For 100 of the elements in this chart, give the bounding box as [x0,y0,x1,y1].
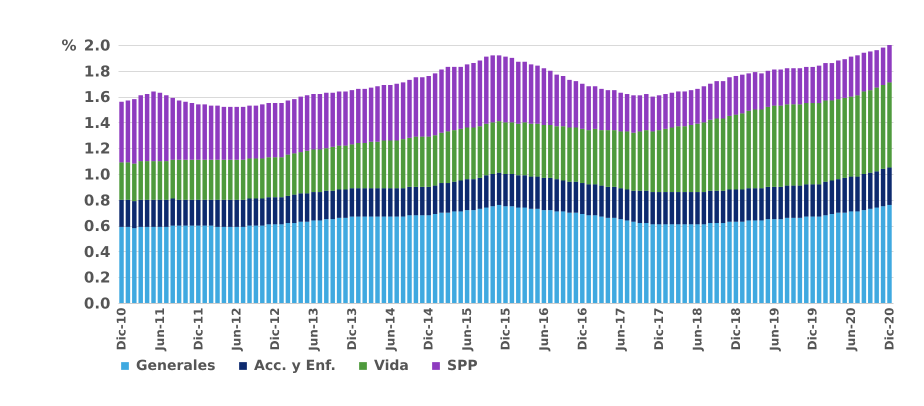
bar [464,128,470,180]
bar [298,152,303,194]
bar [734,76,738,115]
bar [624,131,630,190]
bar [766,70,770,107]
bar [176,100,182,160]
bar [452,130,457,182]
bar [240,106,246,160]
y-tick-label: 1.2 [84,140,110,158]
bar [554,126,559,180]
bar [478,126,482,178]
bar [298,222,303,303]
bar [400,216,406,303]
bar [138,161,143,200]
bar [522,175,527,208]
bar [670,92,674,128]
bar [144,200,150,227]
bar [574,182,578,213]
bar [656,192,662,224]
bar [382,216,386,303]
bar [272,224,278,303]
bar [862,52,866,92]
bar [734,114,738,190]
bar [343,146,348,190]
bar [458,211,463,303]
x-tick-label: Jun-15 [460,308,474,352]
bar [766,186,770,220]
bar [740,74,745,114]
x-tick-label: Dic-12 [268,308,282,350]
bar [510,174,514,206]
bar [452,66,457,130]
bar [439,132,444,184]
bar [208,200,214,226]
bar [266,224,271,303]
bar [368,216,374,303]
bar [746,73,751,111]
bar [388,84,393,140]
bar [362,88,367,144]
bar [330,219,335,303]
bar [670,128,674,192]
bar [324,190,329,220]
bar [874,88,879,172]
bar [400,82,406,140]
bar [542,178,546,210]
bar [138,226,143,303]
bar [426,136,431,187]
bar [228,160,233,200]
bar [324,148,329,191]
bar [624,189,630,220]
bar [548,178,553,210]
bar [586,130,591,184]
bar [522,208,527,303]
bar [234,226,239,303]
bar [612,186,617,218]
bar [656,224,662,303]
bar [196,226,201,303]
bar [446,131,450,184]
bar [592,215,598,303]
x-tick-label: Dic-17 [652,308,666,350]
bar [528,176,534,209]
bar [638,95,642,132]
bar [560,211,566,303]
bar [356,143,361,188]
bar [164,161,169,200]
bar [688,224,694,303]
bar [682,192,687,224]
y-tick-label: 1.6 [84,88,110,106]
bar [304,150,310,194]
bar [560,126,566,180]
bar [202,160,207,200]
bar [574,212,578,303]
bar [196,104,201,160]
y-tick-label: 1.0 [84,166,110,184]
bar [810,184,815,217]
bar [650,96,655,132]
bar [874,171,879,208]
bar [176,200,182,226]
bar [356,188,361,217]
bar [304,193,310,222]
bar [702,224,706,303]
bar [535,176,540,209]
bar [432,73,438,136]
bar [484,56,489,124]
x-tick-label: Dic-19 [806,308,820,350]
bar [170,98,175,160]
bar [580,183,585,214]
bar [772,186,777,220]
bar [196,160,201,200]
bar [368,142,374,188]
bar [318,149,322,192]
bar [708,190,713,224]
bar [676,126,681,192]
bar [606,218,610,303]
bar [670,224,674,303]
y-tick-label: 0.8 [84,191,110,210]
y-tick-label: 0.4 [84,242,110,261]
bar [260,198,265,226]
y-tick-label: 2.0 [84,36,110,54]
bar [586,184,591,216]
bar [318,220,322,303]
